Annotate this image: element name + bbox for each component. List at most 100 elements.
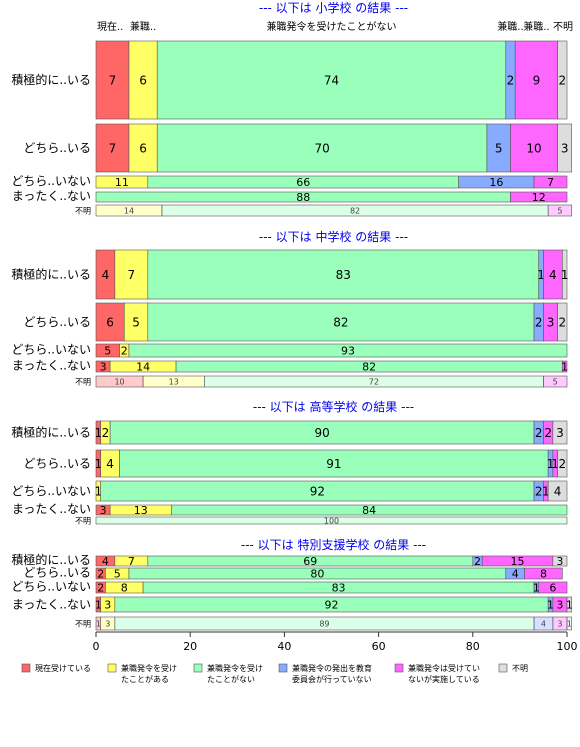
row-label: 不明 [75,378,91,387]
row-label: どちら..いる [23,566,91,580]
data-label: 3 [561,141,569,155]
legend-label: 兼職発令の発出を教育 [292,663,372,673]
row-label: 積極的に..いる [11,72,91,87]
data-label: 5 [553,377,558,386]
bar-segment [95,302,125,342]
panel-title: --- 以下は 高等学校 の結果 --- [253,399,414,414]
data-label: 5 [495,141,503,155]
legend-label: 兼職発令は受けてい [408,663,480,673]
data-label: 89 [319,619,329,628]
legend-label: 兼職発令を受け [121,663,177,673]
data-label: 5 [104,344,111,357]
data-label: 2 [97,567,104,580]
data-label: 88 [296,191,310,204]
data-label: 3 [556,426,564,440]
data-label: 2 [558,73,566,87]
legend-swatch [21,663,31,673]
data-label: 91 [326,457,341,471]
bar-segment [561,249,568,300]
data-label: 80 [310,567,324,580]
bar-segment [557,40,568,120]
data-label: 4 [102,268,110,282]
data-label: 1 [547,598,554,611]
data-label: 13 [169,377,179,386]
data-label: 7 [128,555,135,568]
bar-segment [547,204,573,217]
data-label: 66 [296,176,310,189]
data-label: 8 [540,567,547,580]
data-label: 4 [549,268,557,282]
x-tick-label: 20 [183,640,197,653]
row-label: どちら..いる [23,315,91,329]
data-label: 3 [104,598,111,611]
data-label: 82 [333,315,348,329]
legend-swatch [193,663,203,673]
legend-label: 委員会が行っていない [292,674,372,684]
data-label: 3 [556,555,563,568]
data-label: 1 [547,457,555,471]
row-label: どちら..いない [11,580,91,594]
bar-segment [156,40,507,120]
data-label: 5 [132,315,140,329]
data-label: 7 [109,141,117,155]
bar-segment [538,581,568,594]
row-label: 不明 [75,620,91,629]
data-label: 1 [561,268,569,282]
row-label: 積極的に..いる [11,552,91,567]
data-label: 2 [535,484,543,498]
row-label: どちら..いる [23,457,91,471]
data-label: 69 [303,555,317,568]
data-label: 93 [341,344,355,357]
data-label: 3 [100,360,107,373]
data-label: 1 [566,598,573,611]
x-tick-label: 100 [557,640,578,653]
bar-segment [557,449,568,478]
data-label: 5 [114,567,121,580]
data-label: 9 [533,73,541,87]
x-axis: 0 20 40 60 80 100 [93,631,578,653]
data-label: 100 [324,516,339,525]
panel-3: --- 以下は 高等学校 の結果 ---積極的に..いる 1 2 90 2 2 3どちら..… [11,399,568,526]
category-header-label: 兼職.. [497,20,523,33]
panel-4: --- 以下は 特別支援学校 の結果 ---積極的に..いる 4 7 69 2 15 3どち… [11,537,573,631]
data-label: 84 [362,504,376,517]
legend-label: 不明 [512,664,528,673]
bar-segment [524,567,563,580]
data-label: 83 [336,268,351,282]
data-label: 10 [526,141,541,155]
legend-swatch [107,663,117,673]
data-label: 7 [128,268,136,282]
data-label: 8 [121,581,128,594]
data-label: 4 [102,555,109,568]
legend-label: 兼職発令を受け [207,663,263,673]
bar-segment [128,123,158,173]
row-label: 積極的に..いる [11,267,91,282]
bar-segment [95,40,130,120]
row-label: 不明 [75,207,91,216]
row-label: まったく..ない [12,189,91,203]
data-label: 2 [121,344,128,357]
panel-title: --- 以下は 小学校 の結果 --- [259,0,408,15]
data-label: 2 [535,315,543,329]
data-label: 15 [511,555,525,568]
bar-segment [171,504,568,516]
bar-segment [566,596,573,613]
data-label: 6 [139,73,147,87]
bar-segment [95,516,568,525]
legend-label: 現在受けている [35,663,91,673]
data-label: 90 [314,426,329,440]
data-label: 1 [95,457,103,471]
data-label: 1 [96,619,101,628]
bar-segment [147,249,540,300]
bar-segment [543,375,568,388]
data-label: 7 [547,176,554,189]
category-header-label: 兼職発令を受けたことがない [267,20,397,33]
bar-segment [557,123,573,173]
bar-segment [156,123,488,173]
data-label: 5 [557,206,562,215]
row-label: まったく..ない [12,359,91,373]
x-tick-label: 0 [93,640,100,653]
bar-segment [95,123,130,173]
data-label: 1 [95,598,102,611]
data-label: 14 [124,206,134,215]
